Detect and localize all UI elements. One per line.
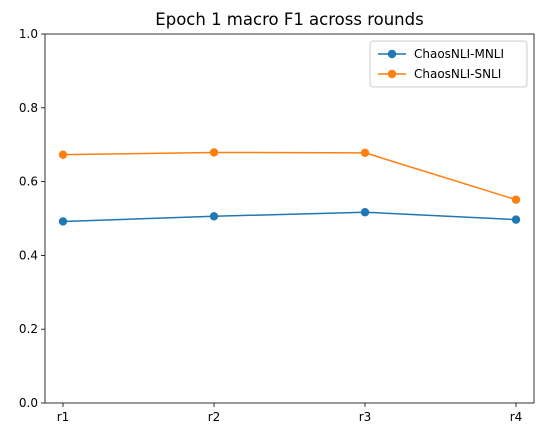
y-tick-label-0.2: 0.2	[19, 322, 38, 336]
x-tick-label-r1: r1	[57, 410, 70, 424]
series-chaosnli-mnli	[58, 208, 521, 226]
legend-marker-chaosnli-mnli	[387, 49, 397, 59]
series-chaosnli-snli	[58, 148, 521, 204]
axes: r1 r2 r3 r4 0.0 0.2 0.4 0.6 0.8 1.0	[19, 27, 535, 424]
series-line-chaosnli-snli	[62, 151, 517, 201]
legend: ChaosNLI-MNLI ChaosNLI-SNLI	[369, 40, 528, 88]
data-point-chaosnli-snli-r3	[360, 148, 370, 158]
y-tick-label-0.8: 0.8	[19, 101, 38, 115]
legend-label-chaosnli-snli: ChaosNLI-SNLI	[414, 67, 501, 81]
y-tick-label-0.0: 0.0	[19, 396, 38, 410]
x-tick-label-r3: r3	[359, 410, 372, 424]
y-tick-label-0.6: 0.6	[19, 175, 38, 189]
plot-frame	[44, 33, 535, 404]
data-point-chaosnli-mnli-r3	[360, 208, 370, 217]
x-tick-label-r4: r4	[510, 410, 523, 424]
data-point-chaosnli-snli-r4	[511, 195, 521, 204]
data-point-chaosnli-mnli-r2	[209, 212, 219, 221]
y-tick-label-1.0: 1.0	[19, 27, 38, 41]
data-point-chaosnli-mnli-r1	[58, 217, 68, 226]
legend-label-chaosnli-mnli: ChaosNLI-MNLI	[414, 47, 504, 61]
data-point-chaosnli-snli-r1	[58, 150, 68, 159]
data-point-chaosnli-mnli-r4	[511, 215, 521, 224]
chart-title: Epoch 1 macro F1 across rounds	[155, 10, 423, 29]
legend-marker-chaosnli-snli	[387, 69, 397, 79]
legend-box	[369, 40, 528, 88]
series-line-chaosnli-mnli	[62, 211, 517, 223]
y-tick-label-0.4: 0.4	[19, 248, 38, 262]
data-point-chaosnli-snli-r2	[209, 148, 219, 157]
x-tick-label-r2: r2	[208, 410, 221, 424]
series-layer	[58, 148, 521, 226]
